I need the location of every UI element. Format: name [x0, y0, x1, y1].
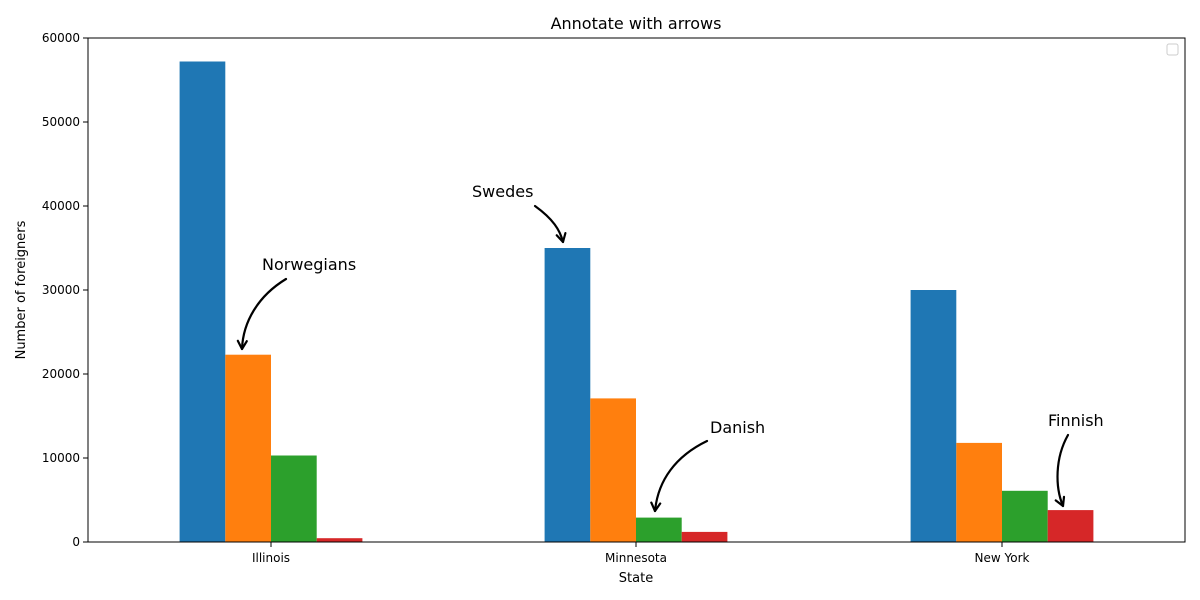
legend-box [1166, 43, 1179, 56]
bar-1-2 [956, 442, 1002, 542]
bar-0-2 [910, 290, 957, 542]
annotation-arrowhead-3 [1054, 495, 1066, 508]
bar-2-2 [1002, 490, 1048, 542]
y-tick-label-3: 30000 [42, 283, 80, 297]
chart-title: Annotate with arrows [551, 14, 722, 33]
bars-group [179, 61, 1094, 542]
annotation-label-3: Finnish [1048, 411, 1104, 430]
annotation-label-0: Norwegians [262, 255, 356, 274]
bar-1-0 [225, 354, 271, 542]
bar-2-1 [636, 517, 682, 542]
bar-0-1 [544, 248, 591, 542]
annotation-arrow-3 [1056, 433, 1070, 508]
y-tick-label-0: 0 [72, 535, 80, 549]
y-axis-label: Number of foreigners [14, 220, 29, 359]
y-axis: 0 10000 20000 30000 40000 50000 60000 [42, 31, 88, 549]
annotation-arrowhead-1 [555, 232, 567, 244]
y-tick-label-6: 60000 [42, 31, 80, 45]
annotation-label-2: Danish [710, 418, 765, 437]
annotations-group: Norwegians Swedes Danish Finnish [236, 182, 1104, 513]
bar-3-2 [1047, 510, 1094, 542]
bar-2-0 [271, 455, 317, 542]
x-axis-label: State [619, 571, 653, 586]
x-tick-label-2: New York [975, 551, 1030, 565]
bar-1-1 [590, 398, 636, 542]
y-tick-label-1: 10000 [42, 451, 80, 465]
bar-3-0 [316, 538, 363, 542]
annotation-arrowhead-2 [650, 501, 662, 513]
y-tick-label-2: 20000 [42, 367, 80, 381]
annotation-arrowhead-0 [236, 339, 248, 351]
annotation-arrow-2 [653, 439, 709, 513]
annotation-arrow-1 [533, 204, 565, 244]
bar-0-0 [179, 61, 226, 542]
bar-3-1 [681, 531, 728, 542]
x-axis: Illinois Minnesota New York [252, 542, 1030, 565]
x-tick-label-0: Illinois [252, 551, 290, 565]
x-tick-label-1: Minnesota [605, 551, 667, 565]
annotation-label-1: Swedes [472, 182, 533, 201]
y-tick-label-5: 50000 [42, 115, 80, 129]
y-tick-label-4: 40000 [42, 199, 80, 213]
annotation-arrow-0 [240, 277, 288, 351]
